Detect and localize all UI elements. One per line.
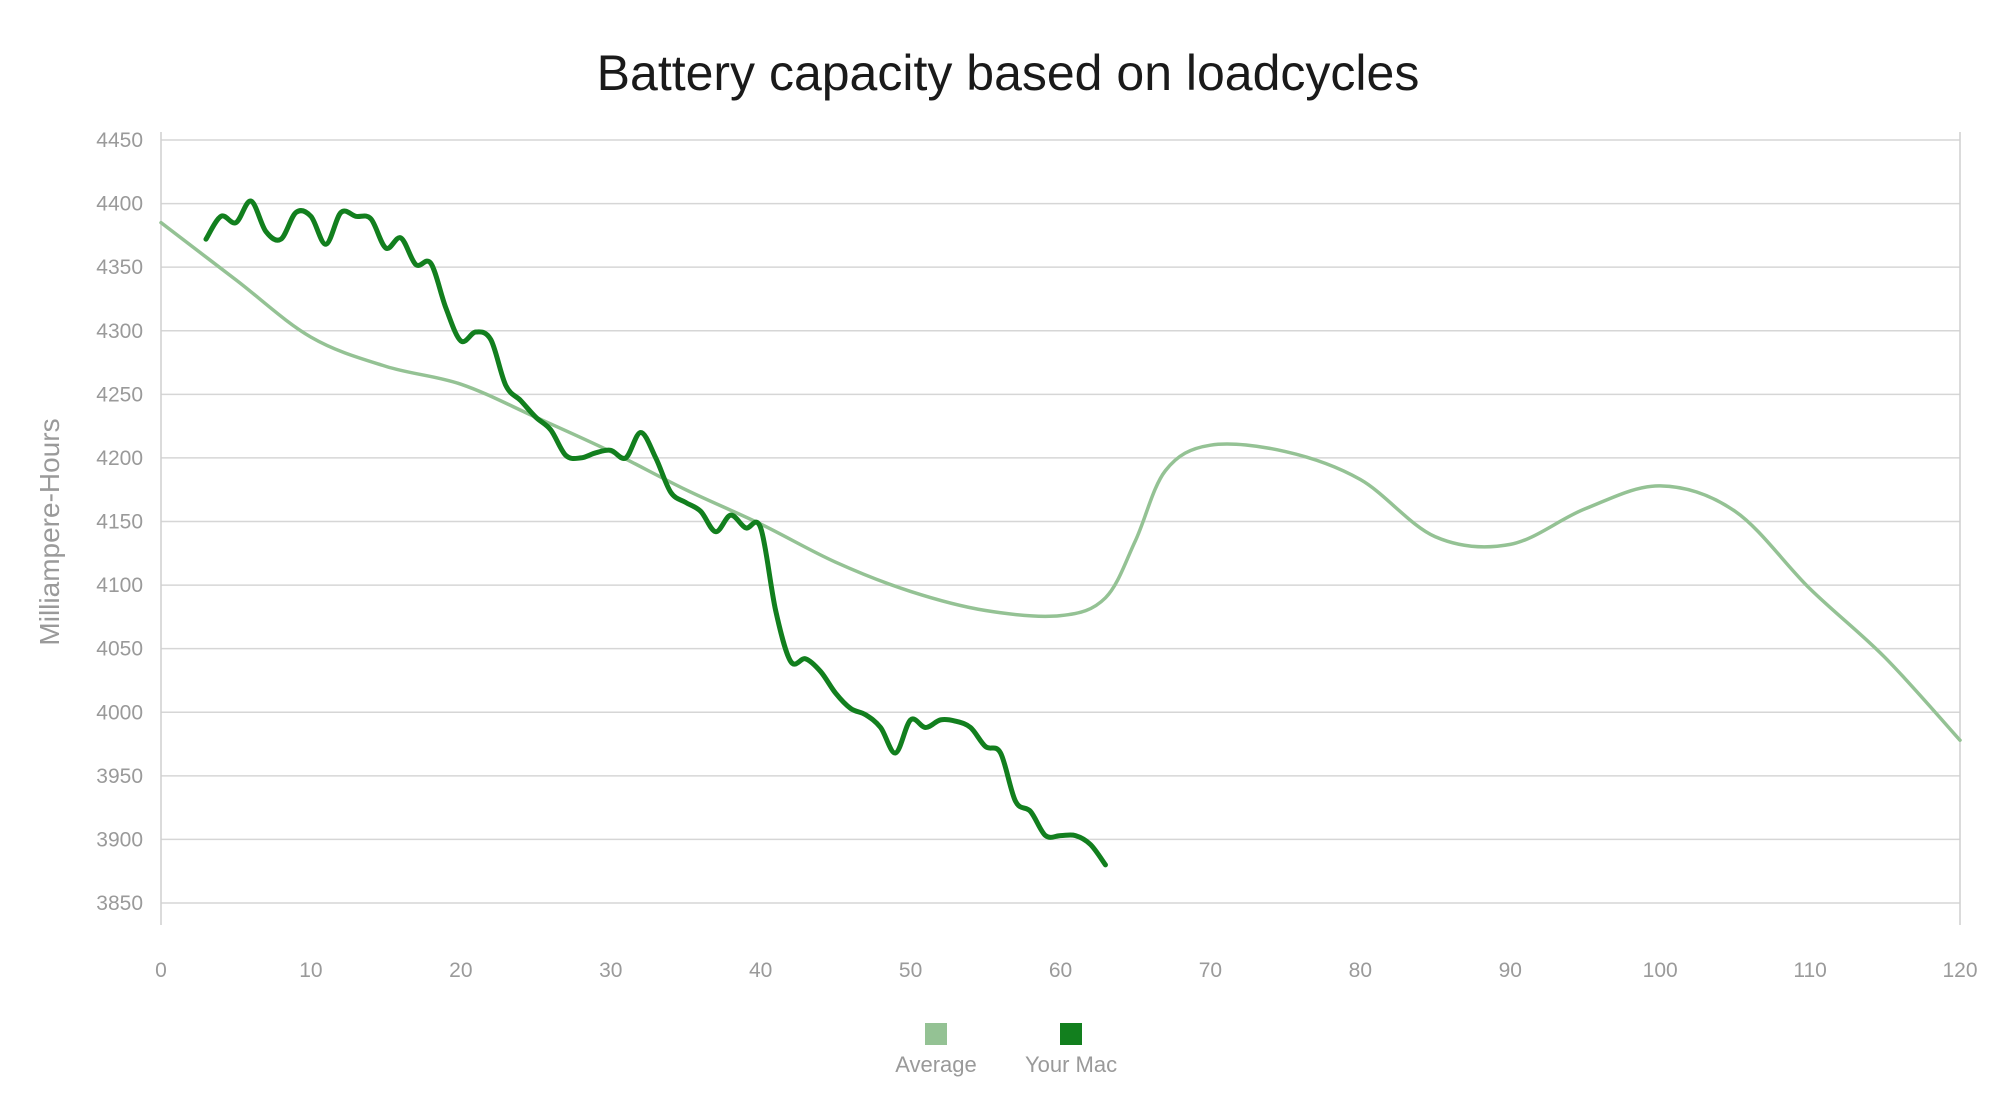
legend-label-average: Average — [895, 1052, 977, 1077]
x-axis-tick-labels: 0 10 20 30 40 50 60 70 80 90 100 110 120 — [155, 959, 1977, 982]
legend: Average Your Mac — [895, 1023, 1117, 1077]
axes — [160, 132, 1961, 925]
chart-title: Battery capacity based on loadcycles — [597, 45, 1420, 101]
y-tick-label: 4300 — [96, 320, 143, 343]
y-tick-label: 3950 — [96, 765, 143, 788]
y-axis-tick-labels: 4450 4400 4350 4300 4250 4200 4150 4100 4050 4000… — [96, 129, 143, 915]
y-tick-label: 4200 — [96, 447, 143, 470]
legend-label-your-mac: Your Mac — [1025, 1052, 1117, 1077]
x-tick-label: 50 — [899, 959, 922, 982]
legend-swatch-your-mac — [1060, 1023, 1082, 1045]
x-tick-label: 100 — [1643, 959, 1678, 982]
x-tick-label: 70 — [1199, 959, 1222, 982]
y-tick-label: 3850 — [96, 892, 143, 915]
x-tick-label: 110 — [1793, 959, 1826, 982]
y-tick-label: 3900 — [96, 828, 143, 851]
y-tick-label: 4400 — [96, 193, 143, 216]
x-tick-label: 120 — [1942, 959, 1977, 982]
your-mac-series-line — [203, 198, 1108, 868]
x-tick-label: 10 — [299, 959, 322, 982]
y-tick-label: 4450 — [96, 129, 143, 152]
average-series-line — [159, 220, 1962, 742]
y-tick-label: 4150 — [96, 511, 143, 534]
legend-swatch-average — [925, 1023, 947, 1045]
y-tick-label: 4250 — [96, 383, 143, 406]
x-tick-label: 30 — [599, 959, 622, 982]
y-tick-label: 4000 — [96, 701, 143, 724]
gridlines — [161, 139, 1960, 904]
y-tick-label: 4050 — [96, 638, 143, 661]
x-tick-label: 60 — [1049, 959, 1072, 982]
x-tick-label: 40 — [749, 959, 772, 982]
y-axis-label: Milliampere-Hours — [34, 418, 65, 645]
x-tick-label: 0 — [155, 959, 167, 982]
x-tick-label: 20 — [449, 959, 472, 982]
series-lines — [159, 198, 1962, 868]
y-tick-label: 4350 — [96, 256, 143, 279]
x-tick-label: 80 — [1349, 959, 1372, 982]
x-tick-label: 90 — [1499, 959, 1522, 982]
y-tick-label: 4100 — [96, 574, 143, 597]
